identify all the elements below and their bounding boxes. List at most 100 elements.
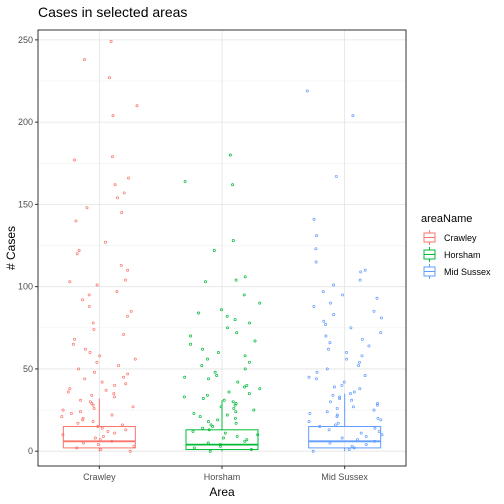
data-point	[231, 239, 235, 243]
data-point	[215, 374, 219, 377]
data-point	[201, 347, 204, 351]
data-point	[379, 316, 383, 320]
data-point	[126, 372, 130, 376]
data-point	[324, 334, 328, 338]
data-point	[91, 420, 95, 424]
data-point	[124, 382, 128, 386]
data-point	[352, 390, 356, 394]
data-point	[92, 327, 96, 331]
data-point	[243, 439, 247, 443]
data-point	[243, 275, 247, 279]
data-point	[197, 311, 200, 315]
data-point	[225, 413, 229, 417]
y-tick-label: 50	[23, 364, 33, 374]
data-point	[376, 402, 380, 405]
data-point	[242, 293, 246, 297]
data-point	[233, 416, 237, 420]
data-point	[122, 191, 126, 195]
x-tick-label: Mid Sussex	[321, 472, 368, 482]
data-point	[126, 268, 130, 272]
data-point	[340, 436, 344, 440]
data-point	[221, 436, 225, 440]
data-point	[107, 76, 111, 80]
data-point	[329, 301, 332, 305]
data-point	[111, 114, 115, 118]
data-point	[100, 426, 104, 430]
data-point	[98, 354, 102, 358]
y-tick-label: 0	[28, 446, 33, 456]
data-point	[100, 380, 104, 384]
data-point	[231, 183, 235, 187]
legend-key	[421, 263, 438, 280]
data-point	[332, 283, 336, 287]
data-point	[79, 410, 82, 414]
data-point	[126, 314, 129, 318]
data-point	[213, 370, 217, 374]
data-point	[364, 443, 368, 447]
data-point	[223, 431, 227, 435]
data-point	[73, 337, 76, 341]
data-point	[93, 436, 97, 440]
data-point	[360, 354, 364, 358]
data-point	[68, 280, 72, 284]
data-point	[252, 408, 256, 412]
data-point	[338, 395, 342, 399]
data-point	[358, 387, 362, 391]
data-point	[120, 211, 124, 215]
data-point	[111, 155, 114, 159]
data-point	[226, 326, 229, 330]
data-point	[74, 219, 78, 223]
data-point	[76, 421, 80, 425]
data-point	[81, 416, 85, 420]
data-point	[79, 398, 83, 402]
data-point	[127, 176, 130, 180]
data-point	[209, 423, 213, 427]
data-point	[327, 428, 331, 432]
data-point	[85, 206, 89, 210]
legend-title: areaName	[421, 213, 472, 225]
data-point	[234, 410, 238, 414]
y-tick-label: 100	[18, 282, 33, 292]
data-point	[321, 290, 325, 294]
data-point	[227, 390, 231, 394]
data-point	[112, 392, 116, 396]
data-point	[117, 364, 121, 368]
data-point	[345, 357, 349, 361]
data-point	[375, 403, 379, 407]
data-point	[363, 374, 367, 377]
data-point	[87, 304, 91, 308]
data-point	[372, 309, 376, 313]
data-point	[103, 240, 107, 244]
data-point	[228, 153, 232, 157]
data-point	[115, 290, 119, 294]
data-point	[201, 397, 205, 400]
data-point	[110, 413, 114, 417]
data-point	[325, 367, 329, 371]
data-point	[349, 326, 353, 330]
data-point	[91, 403, 95, 407]
data-point	[222, 398, 226, 402]
data-point	[73, 158, 76, 162]
data-point	[113, 383, 117, 387]
data-point	[113, 183, 117, 187]
data-point	[349, 392, 352, 396]
data-point	[220, 308, 223, 312]
data-point	[324, 323, 328, 326]
data-point	[200, 364, 204, 368]
data-point	[192, 411, 196, 415]
data-point	[124, 278, 127, 282]
data-point	[338, 397, 342, 400]
data-point	[372, 408, 376, 412]
legend-label: Crawley	[444, 233, 477, 243]
data-point	[379, 331, 383, 335]
data-point	[331, 393, 335, 397]
data-point	[358, 360, 361, 364]
data-point	[358, 278, 362, 282]
data-point	[133, 357, 137, 361]
data-point	[315, 370, 319, 374]
x-axis-title: Area	[209, 485, 235, 499]
data-point	[332, 313, 336, 317]
data-point	[328, 400, 332, 404]
data-point	[334, 174, 338, 178]
